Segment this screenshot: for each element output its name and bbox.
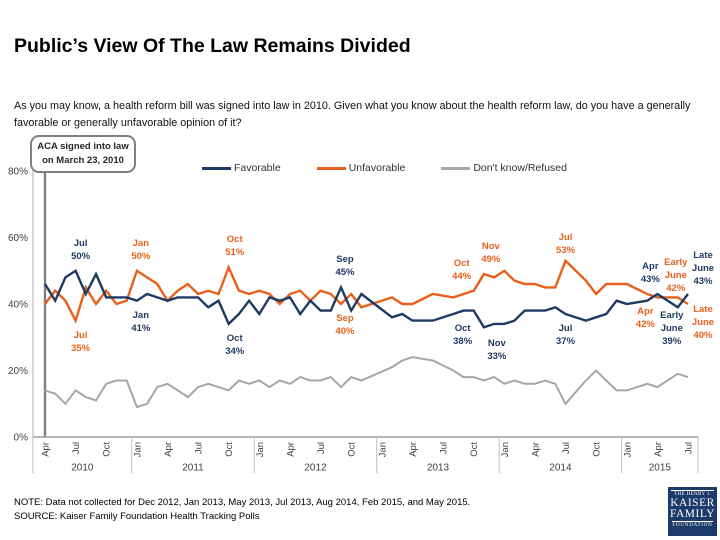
unfav-line	[44, 258, 689, 324]
legend-swatch-unfav	[316, 166, 346, 170]
x-tick-label: Jan	[377, 442, 388, 457]
y-tick-label: 20%	[8, 366, 28, 377]
legend-item-fav: Favorable	[202, 162, 281, 174]
x-tick-label: Jul	[684, 442, 695, 454]
aca-annotation-line2: on March 23, 2010	[42, 154, 124, 166]
x-tick-label: Oct	[592, 442, 603, 457]
x-tick-label: Oct	[224, 442, 235, 457]
x-axis-year-label: 2013	[427, 463, 450, 474]
x-tick-label: Jul	[316, 442, 327, 454]
x-axis-year-label: 2011	[182, 463, 204, 474]
kaiser-family-foundation-logo: THE HENRY J. KAISER FAMILY FOUNDATION	[668, 487, 717, 536]
aca-annotation-box: ACA signed into law on March 23, 2010	[30, 135, 136, 173]
y-tick-label: 0%	[14, 433, 29, 444]
logo-line-1: THE HENRY J.	[671, 490, 714, 497]
legend-label-unfav: Unfavorable	[348, 162, 406, 174]
x-tick-label: Jul	[439, 442, 450, 454]
x-tick-label: Jan	[255, 442, 266, 457]
y-tick-label: 40%	[8, 300, 28, 311]
y-tick-label: 80%	[8, 167, 28, 178]
x-axis-year-label: 2015	[649, 463, 672, 474]
footnotes: NOTE: Data not collected for Dec 2012, J…	[14, 496, 470, 524]
x-tick-label: Apr	[408, 442, 419, 457]
legend-swatch-dk	[441, 166, 471, 170]
source-text: SOURCE: Kaiser Family Foundation Health …	[14, 511, 260, 522]
x-axis-year-label: 2010	[71, 463, 94, 474]
legend-item-unfav: Unfavorable	[316, 162, 406, 174]
x-tick-label: Jul	[561, 442, 572, 454]
x-tick-label: Jan	[500, 442, 511, 457]
y-tick-label: 60%	[8, 233, 28, 244]
legend: Favorable Unfavorable Don't know/Refused	[202, 162, 567, 174]
survey-question: As you may know, a health reform bill wa…	[14, 99, 691, 129]
x-tick-label: Apr	[163, 442, 174, 457]
logo-line-4: FOUNDATION	[672, 521, 713, 528]
x-tick-label: Apr	[530, 442, 541, 457]
x-tick-label: Oct	[102, 442, 113, 457]
x-tick-label: Jan	[132, 442, 143, 457]
legend-item-dk: Don't know/Refused	[441, 162, 567, 174]
note-text: NOTE: Data not collected for Dec 2012, J…	[14, 497, 471, 508]
aca-annotation-line1: ACA signed into law	[37, 141, 129, 152]
x-tick-label: Jul	[194, 442, 205, 454]
x-tick-label: Apr	[285, 442, 296, 457]
x-tick-label: Jan	[622, 442, 633, 457]
x-tick-label: Apr	[41, 442, 52, 457]
x-tick-label: Jul	[71, 442, 82, 454]
legend-label-fav: Favorable	[234, 162, 281, 174]
dk-line	[44, 356, 689, 409]
logo-line-2: KAISER	[670, 497, 715, 509]
x-tick-label: Oct	[469, 442, 480, 457]
x-axis-year-label: 2012	[304, 463, 327, 474]
fav-line	[43, 269, 689, 329]
x-tick-label: Apr	[653, 442, 664, 457]
logo-line-3: FAMILY	[669, 508, 716, 520]
x-axis-year-label: 2014	[549, 463, 572, 474]
x-tick-label: Oct	[347, 442, 358, 457]
page-title: Public’s View Of The Law Remains Divided	[14, 35, 411, 58]
legend-label-dk: Don't know/Refused	[473, 162, 567, 174]
legend-swatch-fav	[202, 166, 231, 170]
